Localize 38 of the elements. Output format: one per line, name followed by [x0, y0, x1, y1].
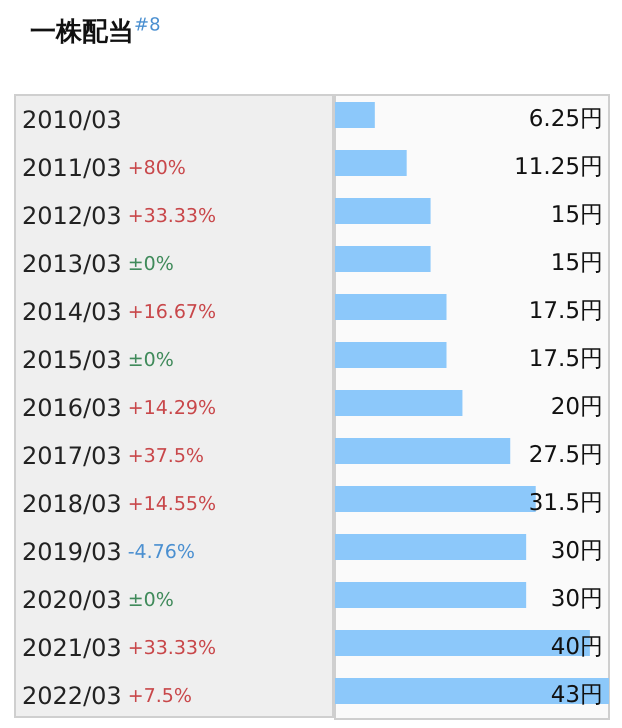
data-label: 27.5円 [528, 442, 603, 468]
data-label: 43円 [550, 682, 603, 708]
text: 一株配当$^{#8}$ [30, 14, 161, 49]
bar [335, 678, 609, 704]
data-label: 20円 [550, 394, 603, 420]
data-label: 40円 [550, 634, 603, 660]
bar [335, 198, 431, 224]
bar [335, 246, 431, 272]
data-label: 6.25円 [528, 106, 603, 132]
y-tick-label: 2018/03 +14.55% [22, 490, 216, 518]
y-tick-label: 2022/03 +7.5% [22, 682, 192, 710]
y-tick-label: 2012/03 +33.33% [22, 202, 216, 230]
bar [335, 342, 447, 368]
y-tick-label: 2013/03 ±0% [22, 250, 174, 278]
data-label: 30円 [550, 586, 603, 612]
y-tick-label: 2015/03 ±0% [22, 346, 174, 374]
bar [335, 150, 407, 176]
y-tick-label: 2011/03 +80% [22, 154, 186, 182]
data-label: 15円 [550, 250, 603, 276]
bar [335, 294, 447, 320]
bar [335, 582, 526, 608]
data-label: 31.5円 [528, 490, 603, 516]
data-label: 30円 [550, 538, 603, 564]
y-tick-label: 2010/03 [22, 106, 122, 134]
data-label: 15円 [550, 202, 603, 228]
data-label: 17.5円 [528, 298, 603, 324]
y-tick-label: 2014/03 +16.67% [22, 298, 216, 326]
y-tick-label: 2017/03 +37.5% [22, 442, 204, 470]
y-tick-label: 2020/03 ±0% [22, 586, 174, 614]
data-label: 11.25円 [514, 154, 603, 180]
bar [335, 390, 462, 416]
y-tick-label: 2019/03 -4.76% [22, 538, 195, 566]
bar [335, 102, 375, 128]
bar [335, 534, 526, 560]
data-label: 17.5円 [528, 346, 603, 372]
bar [335, 438, 510, 464]
y-tick-label: 2021/03 +33.33% [22, 634, 216, 662]
y-tick-label: 2016/03 +14.29% [22, 394, 216, 422]
